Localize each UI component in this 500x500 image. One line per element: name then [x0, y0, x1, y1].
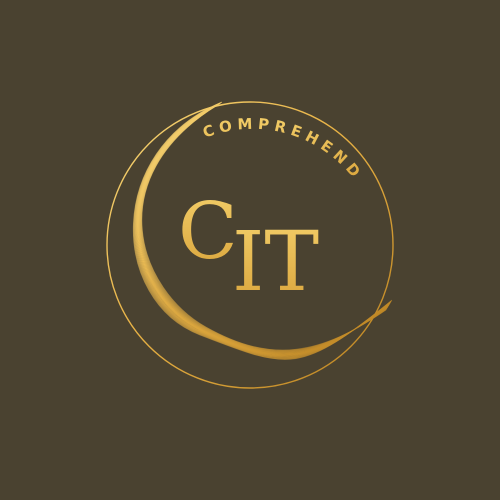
outer-ring: [106, 101, 394, 389]
curved-word: COMPREHEND: [200, 115, 367, 185]
wave-swoosh: [133, 101, 393, 360]
monogram-letters-it: IT: [232, 215, 319, 310]
monogram-letter-c: C: [178, 187, 238, 277]
wave-line: [141, 105, 387, 351]
curved-word-text: COMPREHEND: [200, 115, 362, 185]
